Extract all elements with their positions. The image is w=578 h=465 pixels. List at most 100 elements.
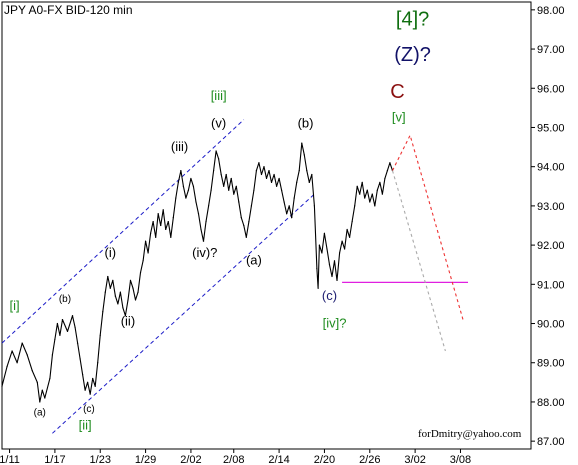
price-point bbox=[243, 224, 245, 227]
price-point bbox=[177, 181, 179, 183]
price-point bbox=[301, 142, 303, 144]
price-point bbox=[109, 287, 111, 289]
price-point bbox=[61, 319, 64, 321]
y-tick-label: 88.00 bbox=[537, 397, 565, 409]
price-point bbox=[192, 185, 195, 187]
price-point bbox=[306, 170, 308, 172]
price-point bbox=[157, 213, 159, 215]
price-point bbox=[379, 181, 381, 183]
x-tick-label: 1/17 bbox=[44, 454, 65, 465]
watermark: forDmitry@yahoo.com bbox=[418, 428, 522, 440]
price-point bbox=[265, 177, 268, 180]
price-point bbox=[255, 170, 258, 172]
price-point bbox=[54, 338, 56, 340]
price-point bbox=[36, 381, 38, 383]
price-point bbox=[87, 381, 89, 383]
price-point bbox=[240, 217, 242, 219]
price-point bbox=[107, 275, 109, 278]
wave-label: (ii) bbox=[121, 313, 135, 328]
price-point bbox=[162, 209, 164, 211]
price-point bbox=[56, 322, 59, 325]
price-point bbox=[245, 236, 247, 238]
price-point bbox=[66, 330, 69, 332]
price-point bbox=[296, 181, 298, 183]
price-point bbox=[172, 217, 174, 219]
price-point bbox=[356, 185, 358, 187]
price-point bbox=[79, 358, 81, 360]
price-point bbox=[343, 248, 346, 250]
price-point bbox=[354, 205, 356, 207]
wave-label: C bbox=[390, 81, 404, 103]
price-point bbox=[195, 201, 197, 203]
price-point bbox=[202, 240, 205, 242]
y-tick-label: 89.00 bbox=[537, 358, 565, 370]
price-point bbox=[349, 236, 351, 238]
price-point bbox=[218, 158, 220, 160]
channel-line-2 bbox=[52, 193, 315, 434]
wave-label: [ii] bbox=[79, 417, 92, 432]
price-point bbox=[11, 350, 13, 352]
wave-label: [iv]? bbox=[323, 315, 347, 330]
price-point bbox=[97, 362, 99, 364]
price-point bbox=[223, 185, 225, 187]
price-point bbox=[317, 287, 319, 289]
price-point bbox=[180, 170, 182, 172]
price-point bbox=[220, 173, 222, 176]
price-point bbox=[210, 189, 212, 191]
price-point bbox=[117, 303, 119, 305]
price-point bbox=[270, 181, 273, 183]
y-tick-label: 95.00 bbox=[537, 122, 565, 134]
price-point bbox=[389, 162, 391, 164]
price-point bbox=[49, 377, 51, 380]
price-point bbox=[76, 342, 79, 344]
price-point bbox=[386, 170, 389, 172]
price-point bbox=[273, 173, 275, 176]
price-point bbox=[102, 311, 104, 313]
price-point bbox=[207, 205, 210, 207]
x-tick-label: 1/11 bbox=[0, 454, 20, 465]
price-point bbox=[213, 170, 215, 172]
price-point bbox=[155, 236, 157, 238]
price-point bbox=[351, 220, 353, 223]
wave-label: (iv)? bbox=[192, 245, 217, 260]
price-point bbox=[230, 177, 232, 180]
price-point bbox=[311, 173, 313, 176]
price-point bbox=[26, 354, 28, 356]
price-point bbox=[286, 213, 288, 215]
price-point bbox=[366, 189, 368, 191]
y-tick-label: 97.00 bbox=[537, 44, 565, 56]
wave-label: (a) bbox=[34, 408, 46, 419]
wave-label: (iii) bbox=[171, 139, 188, 154]
price-point bbox=[338, 252, 341, 254]
y-tick-label: 92.00 bbox=[537, 240, 565, 252]
price-point bbox=[215, 150, 217, 152]
price-point bbox=[283, 201, 285, 203]
y-tick-label: 87.00 bbox=[537, 436, 565, 448]
price-point bbox=[51, 354, 53, 356]
wave-label: (c) bbox=[322, 288, 337, 303]
price-point bbox=[92, 377, 94, 380]
price-point bbox=[253, 189, 255, 191]
price-point bbox=[293, 197, 295, 199]
price-point bbox=[376, 189, 378, 191]
plot-area-frame bbox=[1, 1, 532, 450]
price-point bbox=[82, 373, 84, 376]
price-point bbox=[228, 189, 230, 191]
price-point bbox=[39, 401, 41, 403]
y-tick-label: 93.00 bbox=[537, 201, 565, 213]
wave-label: (i) bbox=[105, 245, 117, 260]
channel-line-1 bbox=[1, 119, 245, 344]
price-point bbox=[321, 252, 323, 254]
price-point bbox=[323, 232, 326, 234]
wave-label: (Z)? bbox=[394, 44, 431, 66]
price-point bbox=[235, 185, 237, 187]
wave-label: (c) bbox=[83, 404, 95, 415]
price-point bbox=[298, 170, 300, 172]
price-point bbox=[346, 228, 348, 231]
projection-line-1 bbox=[392, 133, 464, 320]
wave-label: (v) bbox=[211, 115, 226, 130]
price-point bbox=[313, 205, 315, 207]
x-tick-label: 2/14 bbox=[268, 454, 289, 465]
y-tick-label: 91.00 bbox=[537, 279, 565, 291]
